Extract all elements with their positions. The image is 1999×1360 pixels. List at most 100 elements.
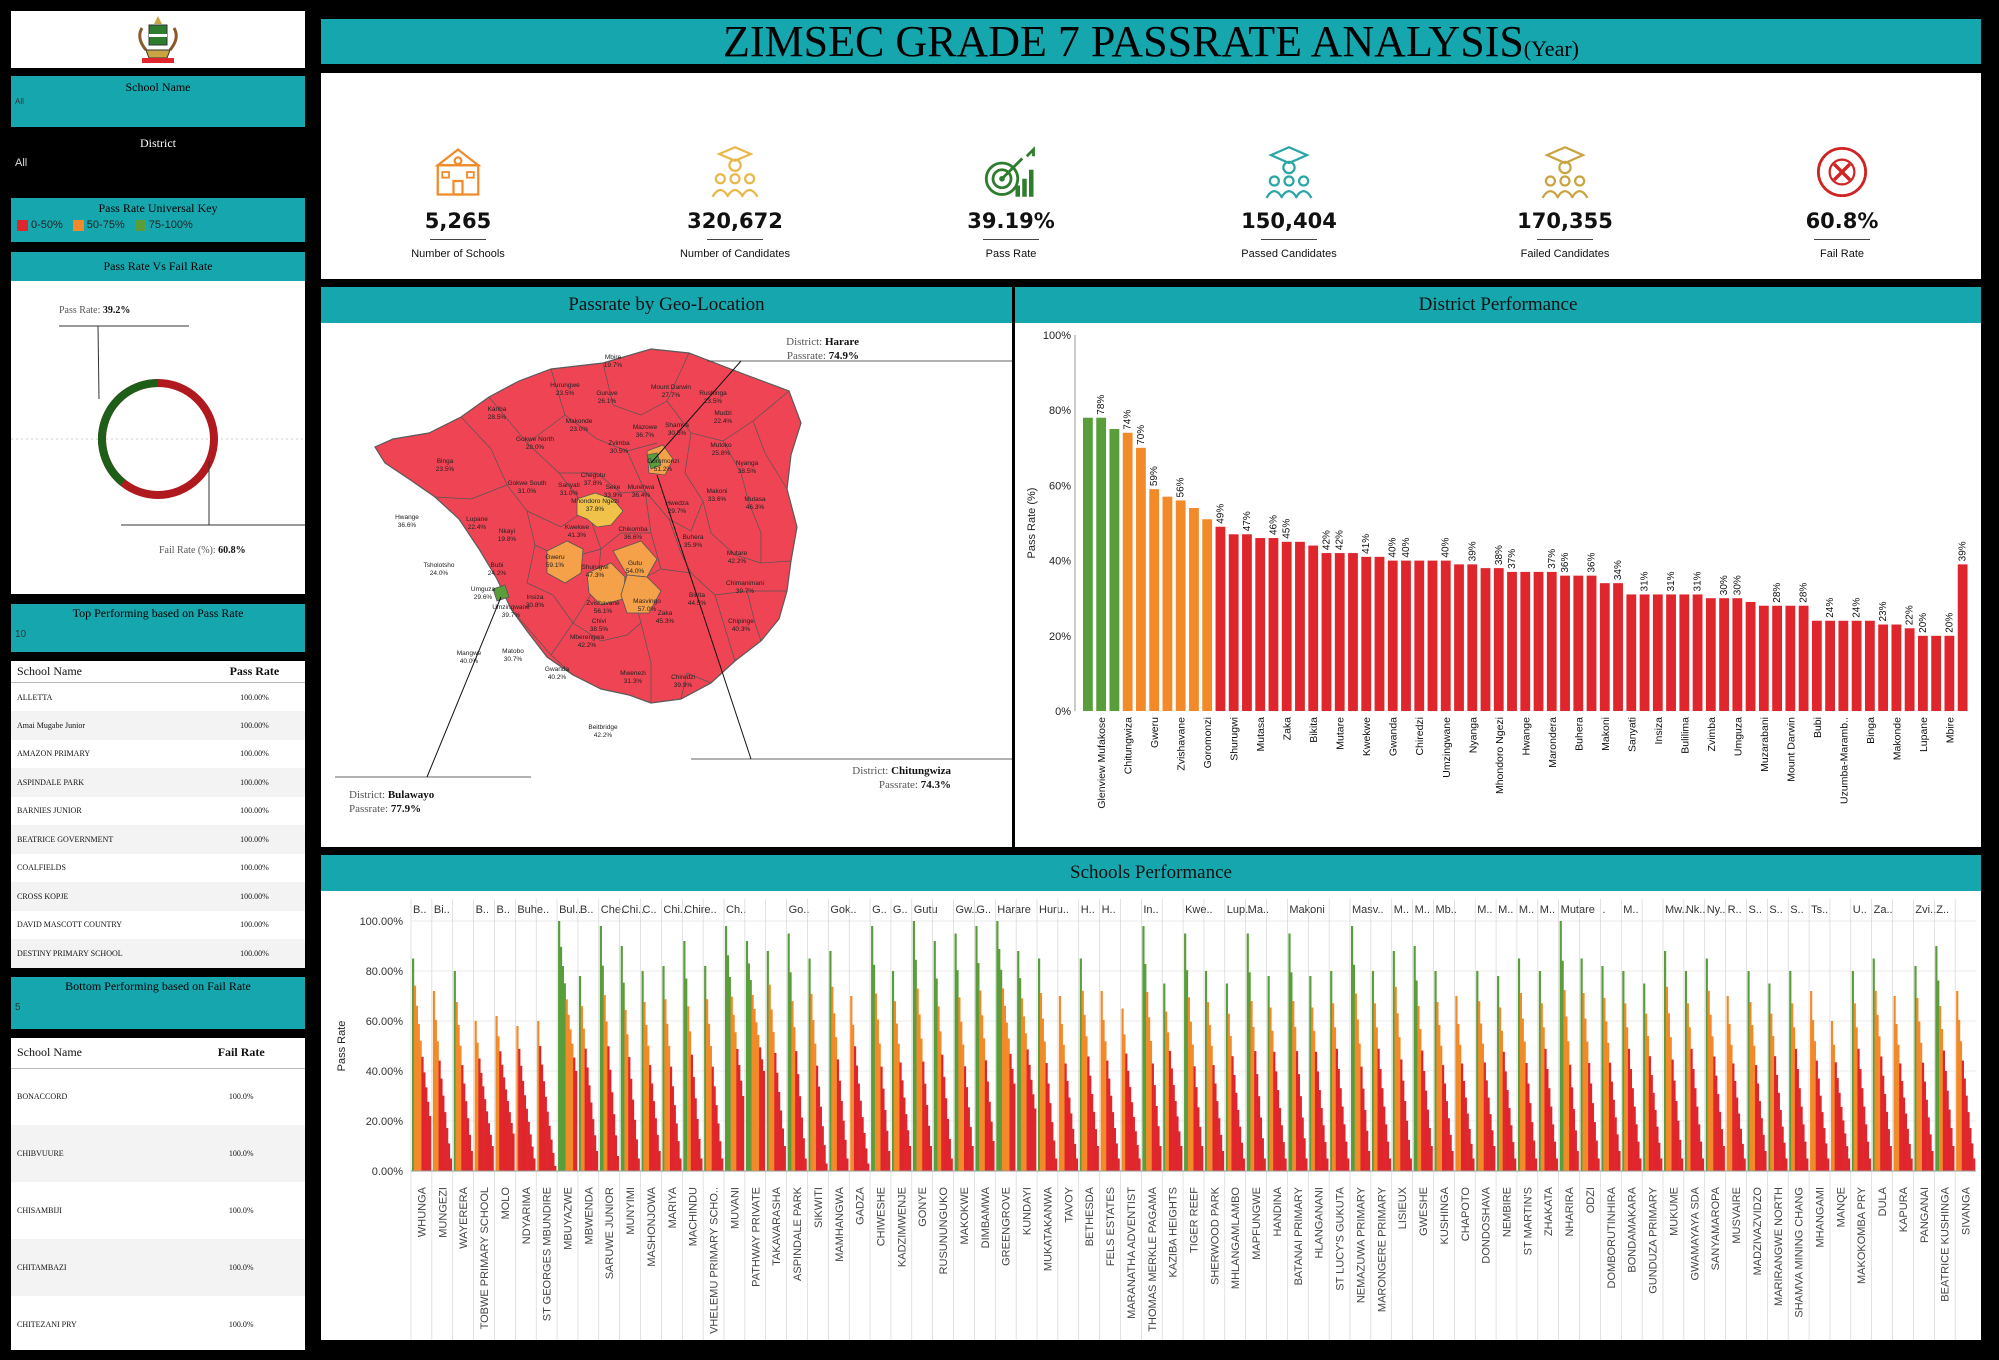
- school-bar[interactable]: [1398, 1037, 1401, 1171]
- school-bar[interactable]: [1612, 1099, 1615, 1171]
- district-bar[interactable]: [1189, 507, 1199, 711]
- school-bar[interactable]: [575, 1071, 578, 1171]
- school-bar[interactable]: [1094, 1129, 1098, 1171]
- school-bar[interactable]: [1423, 1070, 1426, 1171]
- school-bar[interactable]: [457, 1025, 460, 1171]
- school-bar[interactable]: [1130, 1102, 1134, 1171]
- school-group-bars[interactable]: [1851, 971, 1871, 1171]
- school-bar[interactable]: [1273, 1051, 1276, 1171]
- district-bar[interactable]: [1944, 635, 1955, 711]
- school-bar[interactable]: [1104, 1041, 1107, 1171]
- school-bar[interactable]: [520, 1065, 523, 1171]
- table-row[interactable]: CHITEZANI PRY 100.0%: [11, 1296, 305, 1353]
- district-bar[interactable]: [1599, 583, 1610, 711]
- school-bar[interactable]: [1895, 1024, 1898, 1171]
- school-group-bars[interactable]: [1413, 946, 1433, 1171]
- school-bar[interactable]: [821, 1126, 824, 1171]
- school-bar[interactable]: [1280, 1125, 1283, 1171]
- school-bar[interactable]: [1129, 1086, 1132, 1171]
- school-group-bars[interactable]: [1309, 976, 1329, 1171]
- school-bar[interactable]: [417, 1023, 420, 1171]
- school-bar[interactable]: [482, 1086, 485, 1171]
- school-bar[interactable]: [901, 1080, 904, 1171]
- harare-district[interactable]: [646, 452, 662, 470]
- school-bar[interactable]: [1821, 1112, 1824, 1171]
- school-bar[interactable]: [1777, 1092, 1780, 1171]
- school-bar[interactable]: [1853, 1003, 1856, 1171]
- school-bar[interactable]: [960, 1021, 963, 1171]
- school-bar[interactable]: [1910, 1158, 1913, 1172]
- school-bar[interactable]: [1216, 1101, 1219, 1171]
- school-bar[interactable]: [876, 1019, 879, 1171]
- school-bar[interactable]: [1973, 1158, 1976, 1172]
- school-bar[interactable]: [453, 971, 456, 1171]
- school-group-bars[interactable]: [1559, 921, 1579, 1171]
- school-bar[interactable]: [1030, 1079, 1033, 1171]
- district-bar[interactable]: [1692, 594, 1703, 711]
- school-bar[interactable]: [559, 946, 563, 1171]
- school-bar[interactable]: [1297, 1074, 1301, 1171]
- school-bar[interactable]: [677, 1141, 680, 1171]
- school-bar[interactable]: [969, 1126, 972, 1171]
- school-bar[interactable]: [1332, 1003, 1335, 1171]
- school-bar[interactable]: [1445, 1101, 1448, 1171]
- school-bar[interactable]: [586, 1067, 589, 1171]
- school-bar[interactable]: [747, 963, 750, 1171]
- school-bar[interactable]: [1878, 1036, 1881, 1171]
- school-bar[interactable]: [1781, 1126, 1784, 1171]
- school-bar[interactable]: [421, 1056, 424, 1171]
- district-filter[interactable]: District All: [11, 134, 305, 186]
- school-bar[interactable]: [1533, 1140, 1536, 1171]
- school-bar[interactable]: [1134, 1131, 1137, 1171]
- school-bar[interactable]: [1897, 1044, 1900, 1171]
- school-bar[interactable]: [1629, 1069, 1632, 1171]
- school-bar[interactable]: [1220, 1134, 1223, 1171]
- school-bar[interactable]: [1883, 1094, 1887, 1171]
- district-bar[interactable]: [1202, 519, 1213, 711]
- school-bar[interactable]: [975, 926, 978, 1171]
- school-bar[interactable]: [1352, 964, 1356, 1171]
- school-bar[interactable]: [455, 1002, 458, 1171]
- school-bar[interactable]: [1356, 1019, 1359, 1171]
- school-bar[interactable]: [1381, 1088, 1384, 1171]
- school-bar[interactable]: [554, 1166, 557, 1171]
- school-bar[interactable]: [1478, 1001, 1481, 1171]
- school-bar[interactable]: [1045, 1063, 1048, 1171]
- school-bar[interactable]: [1201, 1146, 1204, 1171]
- school-bar[interactable]: [1347, 1158, 1350, 1172]
- school-bar[interactable]: [1191, 1044, 1194, 1171]
- school-group-bars[interactable]: [537, 1021, 557, 1171]
- school-bar[interactable]: [550, 1139, 553, 1171]
- school-bar[interactable]: [523, 1095, 527, 1171]
- school-group-bars[interactable]: [1872, 958, 1892, 1172]
- school-bar[interactable]: [1743, 1158, 1746, 1172]
- school-bar[interactable]: [683, 941, 686, 1171]
- school-bar[interactable]: [470, 1151, 473, 1171]
- school-group-bars[interactable]: [1058, 996, 1079, 1171]
- school-bar[interactable]: [1026, 1049, 1029, 1171]
- school-bar[interactable]: [1534, 1158, 1538, 1172]
- school-bar[interactable]: [1476, 971, 1479, 1171]
- school-bar[interactable]: [1876, 1014, 1879, 1171]
- school-group-bars[interactable]: [1184, 933, 1204, 1172]
- school-group-bars[interactable]: [1664, 951, 1684, 1171]
- school-bar[interactable]: [1775, 1074, 1779, 1171]
- school-bar[interactable]: [1762, 1134, 1765, 1171]
- district-bar[interactable]: [1520, 571, 1531, 711]
- school-bar[interactable]: [666, 1023, 669, 1171]
- school-bar[interactable]: [692, 1076, 695, 1171]
- table-row[interactable]: ASPINDALE PARK 100.00%: [11, 768, 305, 797]
- school-bar[interactable]: [1343, 1124, 1346, 1171]
- school-bar[interactable]: [673, 1105, 676, 1171]
- school-bar[interactable]: [1146, 992, 1149, 1171]
- school-bar[interactable]: [1005, 1022, 1008, 1171]
- school-bar[interactable]: [998, 949, 1001, 1171]
- district-bar[interactable]: [1255, 538, 1266, 711]
- school-bar[interactable]: [800, 1117, 803, 1171]
- school-bar[interactable]: [485, 1111, 489, 1171]
- school-bar[interactable]: [1840, 1106, 1843, 1171]
- school-bar[interactable]: [1796, 1069, 1799, 1171]
- school-bar[interactable]: [1939, 1006, 1942, 1171]
- school-bar[interactable]: [1316, 1071, 1319, 1171]
- school-group-bars[interactable]: [1455, 996, 1475, 1171]
